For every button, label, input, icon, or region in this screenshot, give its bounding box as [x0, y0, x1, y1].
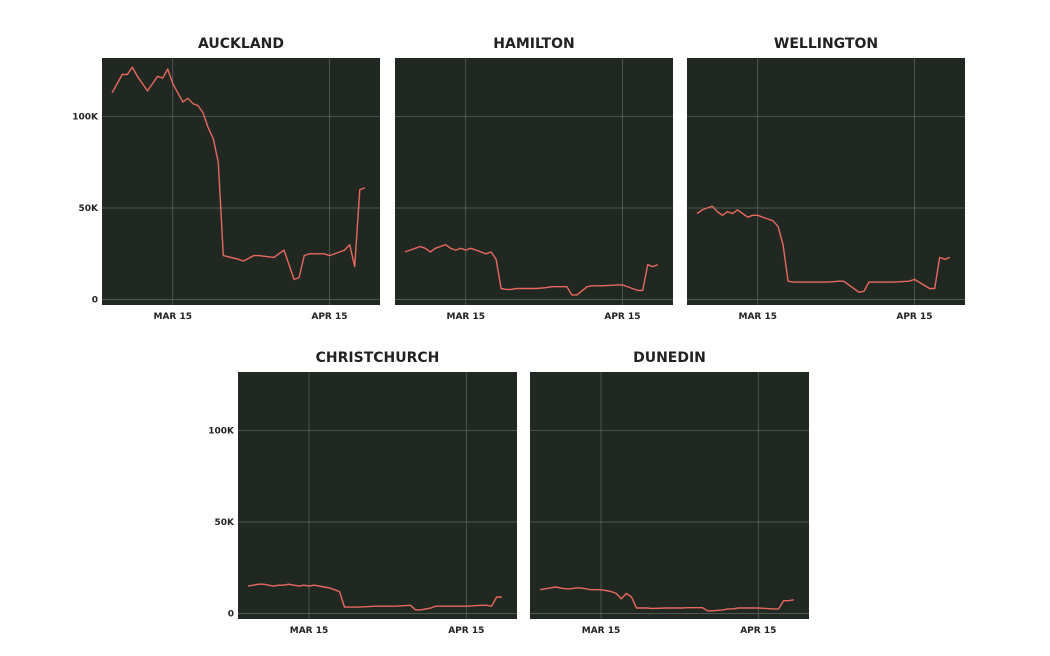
plot-background — [687, 58, 965, 305]
x-tick-label: APR 15 — [448, 626, 484, 636]
y-tick-label: 50K — [79, 204, 100, 214]
x-tick-label: MAR 15 — [154, 312, 193, 322]
series-line — [696, 205, 951, 293]
panel-title: WELLINGTON — [774, 36, 878, 52]
x-tick-label: APR 15 — [311, 312, 347, 322]
panel-title: DUNEDIN — [633, 350, 706, 366]
panel-title: AUCKLAND — [198, 36, 284, 52]
panel-title: HAMILTON — [493, 36, 574, 52]
y-tick-label: 0 — [228, 610, 234, 620]
plot-background — [102, 58, 380, 305]
plot-background — [530, 372, 809, 619]
panel-christchurch: CHRISTCHURCH 0 50K 100K MAR 15 APR 15 — [208, 350, 517, 636]
panel-hamilton: HAMILTON MAR 15 APR 15 — [395, 36, 673, 322]
series-line — [539, 586, 794, 612]
series-line — [404, 243, 659, 296]
y-tick-label: 100K — [208, 427, 235, 437]
x-tick-label: MAR 15 — [582, 626, 621, 636]
x-tick-label: APR 15 — [604, 312, 640, 322]
plot-background — [238, 372, 517, 619]
y-tick-label: 0 — [92, 296, 98, 306]
y-tick-label: 100K — [72, 113, 99, 123]
y-tick-label: 50K — [215, 518, 236, 528]
x-tick-label: APR 15 — [896, 312, 932, 322]
x-tick-label: MAR 15 — [447, 312, 486, 322]
x-tick-label: APR 15 — [740, 626, 776, 636]
series-line — [111, 66, 366, 281]
panel-wellington: WELLINGTON MAR 15 APR 15 — [687, 36, 965, 322]
x-tick-label: MAR 15 — [739, 312, 778, 322]
plot-background — [395, 58, 673, 305]
panel-auckland: AUCKLAND 0 50K 100K MAR 15 APR 15 — [72, 36, 380, 322]
panel-title: CHRISTCHURCH — [316, 350, 440, 366]
x-tick-label: MAR 15 — [290, 626, 329, 636]
panel-dunedin: DUNEDIN MAR 15 APR 15 — [530, 350, 809, 636]
series-line — [247, 583, 502, 611]
